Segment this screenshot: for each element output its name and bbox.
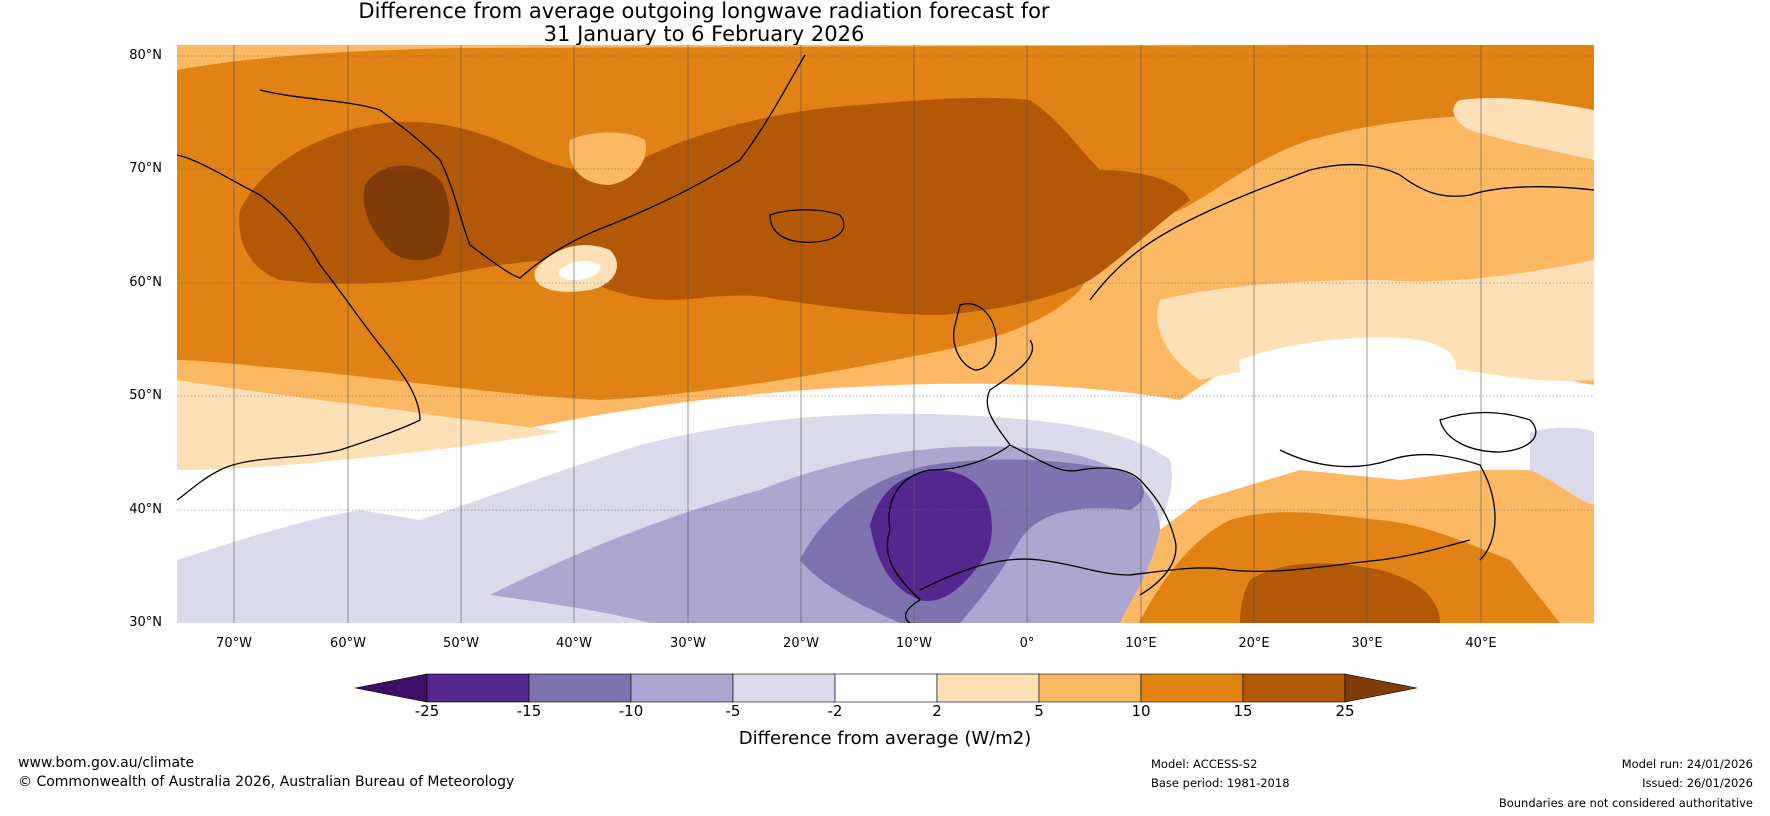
colorbar-tick-7: 10 <box>1131 702 1151 720</box>
field-5-10-north <box>569 132 646 185</box>
colorbar-segment <box>834 673 938 703</box>
field-15-25-south <box>1240 563 1440 623</box>
colorbar-label: Difference from average (W/m2) <box>738 728 1032 749</box>
colorbar-segment <box>936 673 1040 703</box>
coast-canada <box>177 154 421 501</box>
field-near-zero-east <box>1239 337 1456 400</box>
colorbar-segment <box>1038 673 1142 703</box>
coast-scandinavia <box>1089 163 1594 301</box>
field-2-5-west <box>177 380 560 470</box>
colorbar-tick-8: 15 <box>1233 702 1253 720</box>
coast-mediterranean <box>1009 444 1177 596</box>
colorbar-tick-5: 2 <box>932 702 942 720</box>
coast-british-isles <box>953 303 997 371</box>
lon-label-50w: 50°W <box>443 636 479 651</box>
colorbar-segment <box>630 673 734 703</box>
field-near-zero-iceland <box>558 260 601 280</box>
lon-label-70w: 70°W <box>216 636 252 651</box>
colorbar-extend-high <box>1344 673 1418 703</box>
chart-title-line1: Difference from average outgoing longwav… <box>358 0 1050 23</box>
coast-black-sea <box>1439 411 1537 453</box>
colorbar-tick-9: 25 <box>1335 702 1355 720</box>
lon-label-20e: 20°E <box>1238 636 1270 651</box>
lon-label-20w: 20°W <box>783 636 819 651</box>
anomaly-field <box>177 45 1594 623</box>
model-info: Model: ACCESS-S2 <box>1151 757 1258 771</box>
colorbar-segment <box>426 673 530 703</box>
coast-africa-north <box>919 539 1471 591</box>
meridians <box>233 45 1482 623</box>
website-link[interactable]: www.bom.gov.au/climate <box>18 755 195 771</box>
colorbar-tick-3: -5 <box>725 702 741 720</box>
colorbar-segment <box>1140 673 1244 703</box>
coast-iceland <box>769 209 845 243</box>
lon-label-60w: 60°W <box>330 636 366 651</box>
lat-label-50n: 50°N <box>129 388 162 403</box>
coast-greenland <box>259 54 806 279</box>
lon-label-0: 0° <box>1019 636 1035 651</box>
lat-label-60n: 60°N <box>129 275 162 290</box>
graticule <box>177 55 1594 511</box>
lat-label-30n: 30°N <box>129 615 162 630</box>
colorbar-tick-2: -10 <box>618 702 644 720</box>
field-minus15-minus25 <box>870 470 992 601</box>
colorbar-segment <box>732 673 836 703</box>
lat-label-80n: 80°N <box>129 48 162 63</box>
lat-label-70n: 70°N <box>129 161 162 176</box>
colorbar-segment <box>1242 673 1346 703</box>
colorbar-extend-low <box>354 673 428 703</box>
lon-label-10e: 10°E <box>1125 636 1157 651</box>
issued-info: Issued: 26/01/2026 <box>1642 776 1753 790</box>
lon-label-30e: 30°E <box>1351 636 1383 651</box>
field-2-5-east <box>1157 260 1594 381</box>
field-minus2-minus5-east <box>1530 427 1594 505</box>
lon-label-10w: 10°W <box>896 636 932 651</box>
lat-label-40n: 40°N <box>129 502 162 517</box>
colorbar-tick-4: -2 <box>827 702 843 720</box>
colorbar-tick-6: 5 <box>1034 702 1044 720</box>
field-2-5-northeast <box>1453 98 1594 160</box>
colorbar-tick-0: -25 <box>414 702 440 720</box>
coast-eastern-med <box>1279 449 1496 561</box>
model-run-info: Model run: 24/01/2026 <box>1621 757 1753 771</box>
copyright-text: © Commonwealth of Australia 2026, Austra… <box>18 774 515 790</box>
coast-europe-west <box>886 339 1034 623</box>
lon-label-40e: 40°E <box>1465 636 1497 651</box>
colorbar-segments <box>354 673 1418 703</box>
base-period-info: Base period: 1981-2018 <box>1151 776 1290 790</box>
lon-label-40w: 40°W <box>556 636 592 651</box>
coastlines <box>177 54 1594 623</box>
colorbar-tick-1: -15 <box>516 702 542 720</box>
disclaimer-text: Boundaries are not considered authoritat… <box>1498 796 1753 810</box>
field-gt25 <box>363 165 450 261</box>
chart-title-line2: 31 January to 6 February 2026 <box>543 22 865 46</box>
field-15-25 <box>239 97 1190 316</box>
colorbar-segment <box>528 673 632 703</box>
lon-label-30w: 30°W <box>670 636 706 651</box>
